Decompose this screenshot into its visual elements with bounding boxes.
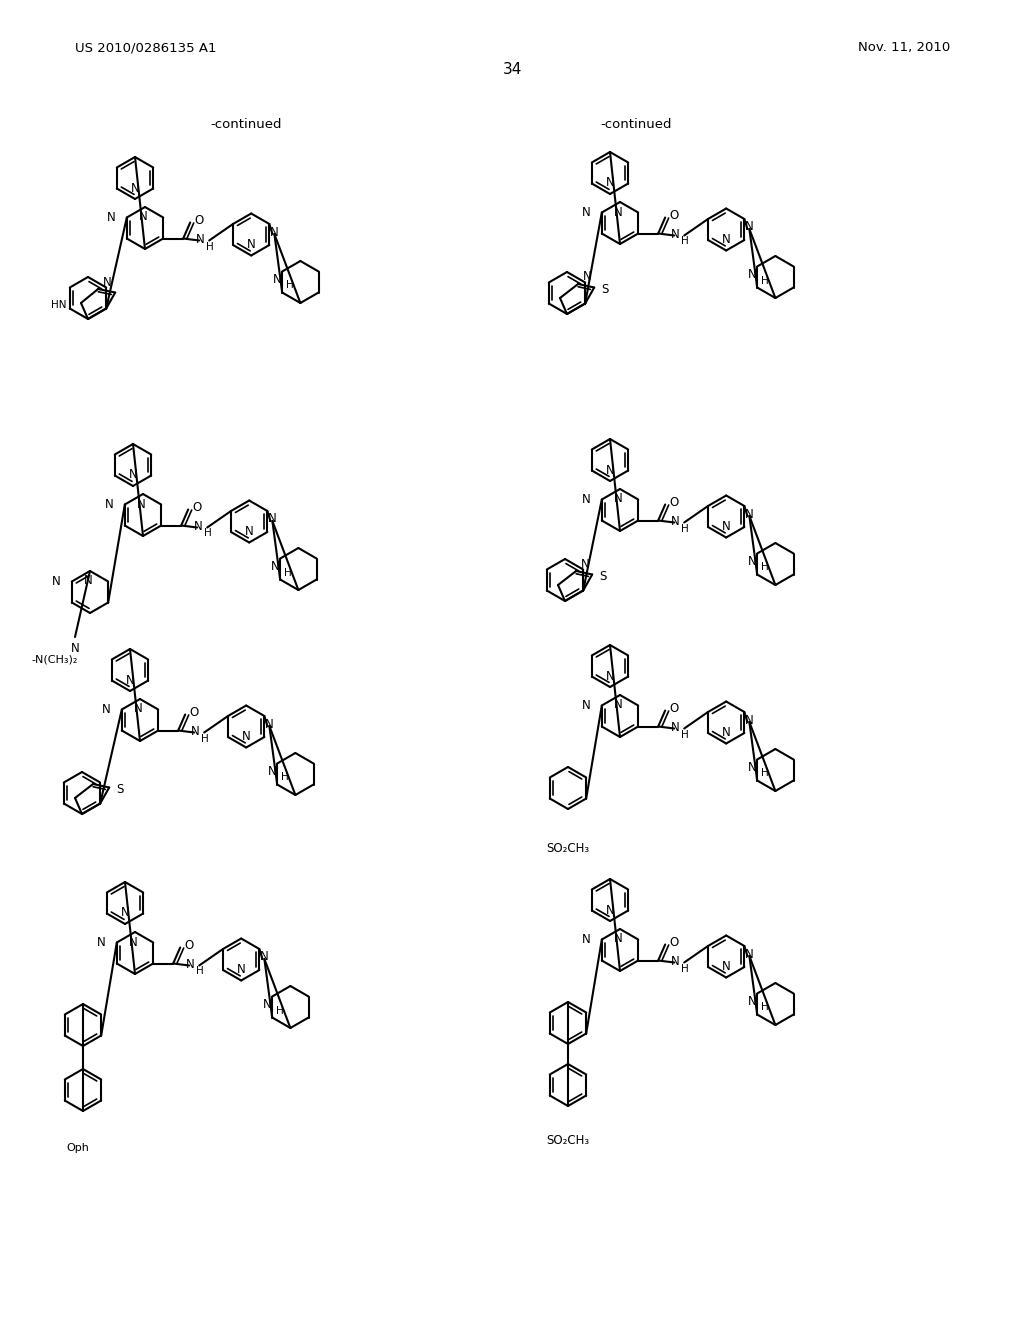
Text: N: N bbox=[268, 512, 276, 525]
Text: N: N bbox=[105, 498, 114, 511]
Text: N: N bbox=[613, 206, 623, 219]
Text: N: N bbox=[245, 525, 254, 539]
Text: O: O bbox=[195, 214, 204, 227]
Text: N: N bbox=[237, 964, 246, 975]
Text: N: N bbox=[605, 463, 614, 477]
Text: N: N bbox=[745, 507, 754, 520]
Text: H: H bbox=[761, 562, 769, 573]
Text: N: N bbox=[722, 520, 730, 533]
Text: N: N bbox=[605, 903, 614, 916]
Text: H: H bbox=[205, 528, 212, 539]
Text: -continued: -continued bbox=[600, 119, 672, 132]
Text: N: N bbox=[748, 995, 756, 1008]
Text: N: N bbox=[270, 560, 280, 573]
Text: N: N bbox=[613, 932, 623, 945]
Text: N: N bbox=[131, 181, 139, 194]
Text: N: N bbox=[583, 271, 592, 284]
Text: H: H bbox=[206, 242, 214, 252]
Text: N: N bbox=[196, 234, 204, 246]
Text: H: H bbox=[287, 281, 294, 290]
Text: N: N bbox=[103, 276, 112, 289]
Text: N: N bbox=[582, 700, 591, 711]
Text: H: H bbox=[276, 1006, 284, 1015]
Text: N: N bbox=[671, 228, 679, 242]
Text: N: N bbox=[242, 730, 251, 743]
Text: N: N bbox=[748, 268, 756, 281]
Text: N: N bbox=[84, 574, 92, 587]
Text: N: N bbox=[671, 954, 679, 968]
Text: N: N bbox=[270, 226, 279, 239]
Text: SO₂CH₃: SO₂CH₃ bbox=[547, 842, 590, 854]
Text: N: N bbox=[582, 492, 591, 506]
Text: N: N bbox=[605, 669, 614, 682]
Text: H: H bbox=[282, 772, 289, 783]
Text: S: S bbox=[116, 783, 124, 796]
Text: N: N bbox=[52, 576, 60, 587]
Text: N: N bbox=[97, 936, 105, 949]
Text: N: N bbox=[613, 492, 623, 506]
Text: N: N bbox=[748, 554, 756, 568]
Text: N: N bbox=[194, 520, 202, 533]
Text: N: N bbox=[129, 936, 137, 949]
Text: N: N bbox=[129, 469, 137, 482]
Text: N: N bbox=[267, 766, 276, 777]
Text: N: N bbox=[722, 960, 730, 973]
Text: H: H bbox=[197, 966, 204, 977]
Text: N: N bbox=[136, 498, 145, 511]
Text: N: N bbox=[745, 714, 754, 726]
Text: H: H bbox=[285, 568, 292, 578]
Text: O: O bbox=[670, 936, 679, 949]
Text: N: N bbox=[671, 721, 679, 734]
Text: N: N bbox=[133, 702, 142, 715]
Text: H: H bbox=[202, 734, 209, 743]
Text: Nov. 11, 2010: Nov. 11, 2010 bbox=[858, 41, 950, 54]
Text: -continued: -continued bbox=[210, 119, 282, 132]
Text: N: N bbox=[121, 907, 129, 920]
Text: H: H bbox=[761, 768, 769, 779]
Text: N: N bbox=[272, 273, 282, 286]
Text: N: N bbox=[247, 238, 256, 251]
Text: O: O bbox=[184, 939, 194, 952]
Text: N: N bbox=[102, 704, 111, 715]
Text: S: S bbox=[599, 570, 606, 583]
Text: 34: 34 bbox=[503, 62, 521, 78]
Text: US 2010/0286135 A1: US 2010/0286135 A1 bbox=[75, 41, 216, 54]
Text: O: O bbox=[670, 209, 679, 222]
Text: N: N bbox=[581, 557, 590, 570]
Text: HN: HN bbox=[51, 300, 67, 310]
Text: H: H bbox=[681, 524, 689, 533]
Text: N: N bbox=[265, 718, 273, 730]
Text: N: N bbox=[605, 177, 614, 190]
Text: H: H bbox=[681, 236, 689, 247]
Text: Oph: Oph bbox=[67, 1143, 89, 1152]
Text: H: H bbox=[761, 1002, 769, 1012]
Text: H: H bbox=[681, 964, 689, 974]
Text: N: N bbox=[722, 726, 730, 739]
Text: N: N bbox=[185, 958, 195, 972]
Text: N: N bbox=[126, 673, 134, 686]
Text: H: H bbox=[761, 276, 769, 285]
Text: N: N bbox=[260, 950, 268, 964]
Text: O: O bbox=[670, 702, 679, 715]
Text: N: N bbox=[582, 206, 591, 219]
Text: N: N bbox=[582, 933, 591, 946]
Text: SO₂CH₃: SO₂CH₃ bbox=[547, 1134, 590, 1147]
Text: N: N bbox=[722, 234, 730, 246]
Text: N: N bbox=[748, 762, 756, 774]
Text: -N(CH₃)₂: -N(CH₃)₂ bbox=[32, 653, 78, 664]
Text: N: N bbox=[613, 698, 623, 711]
Text: O: O bbox=[670, 496, 679, 510]
Text: N: N bbox=[745, 948, 754, 961]
Text: N: N bbox=[138, 210, 147, 223]
Text: H: H bbox=[681, 730, 689, 739]
Text: S: S bbox=[601, 282, 608, 296]
Text: N: N bbox=[745, 220, 754, 234]
Text: N: N bbox=[71, 643, 80, 656]
Text: N: N bbox=[671, 515, 679, 528]
Text: N: N bbox=[190, 725, 200, 738]
Text: N: N bbox=[262, 998, 271, 1011]
Text: O: O bbox=[193, 502, 202, 513]
Text: O: O bbox=[189, 706, 199, 719]
Text: N: N bbox=[108, 211, 116, 224]
